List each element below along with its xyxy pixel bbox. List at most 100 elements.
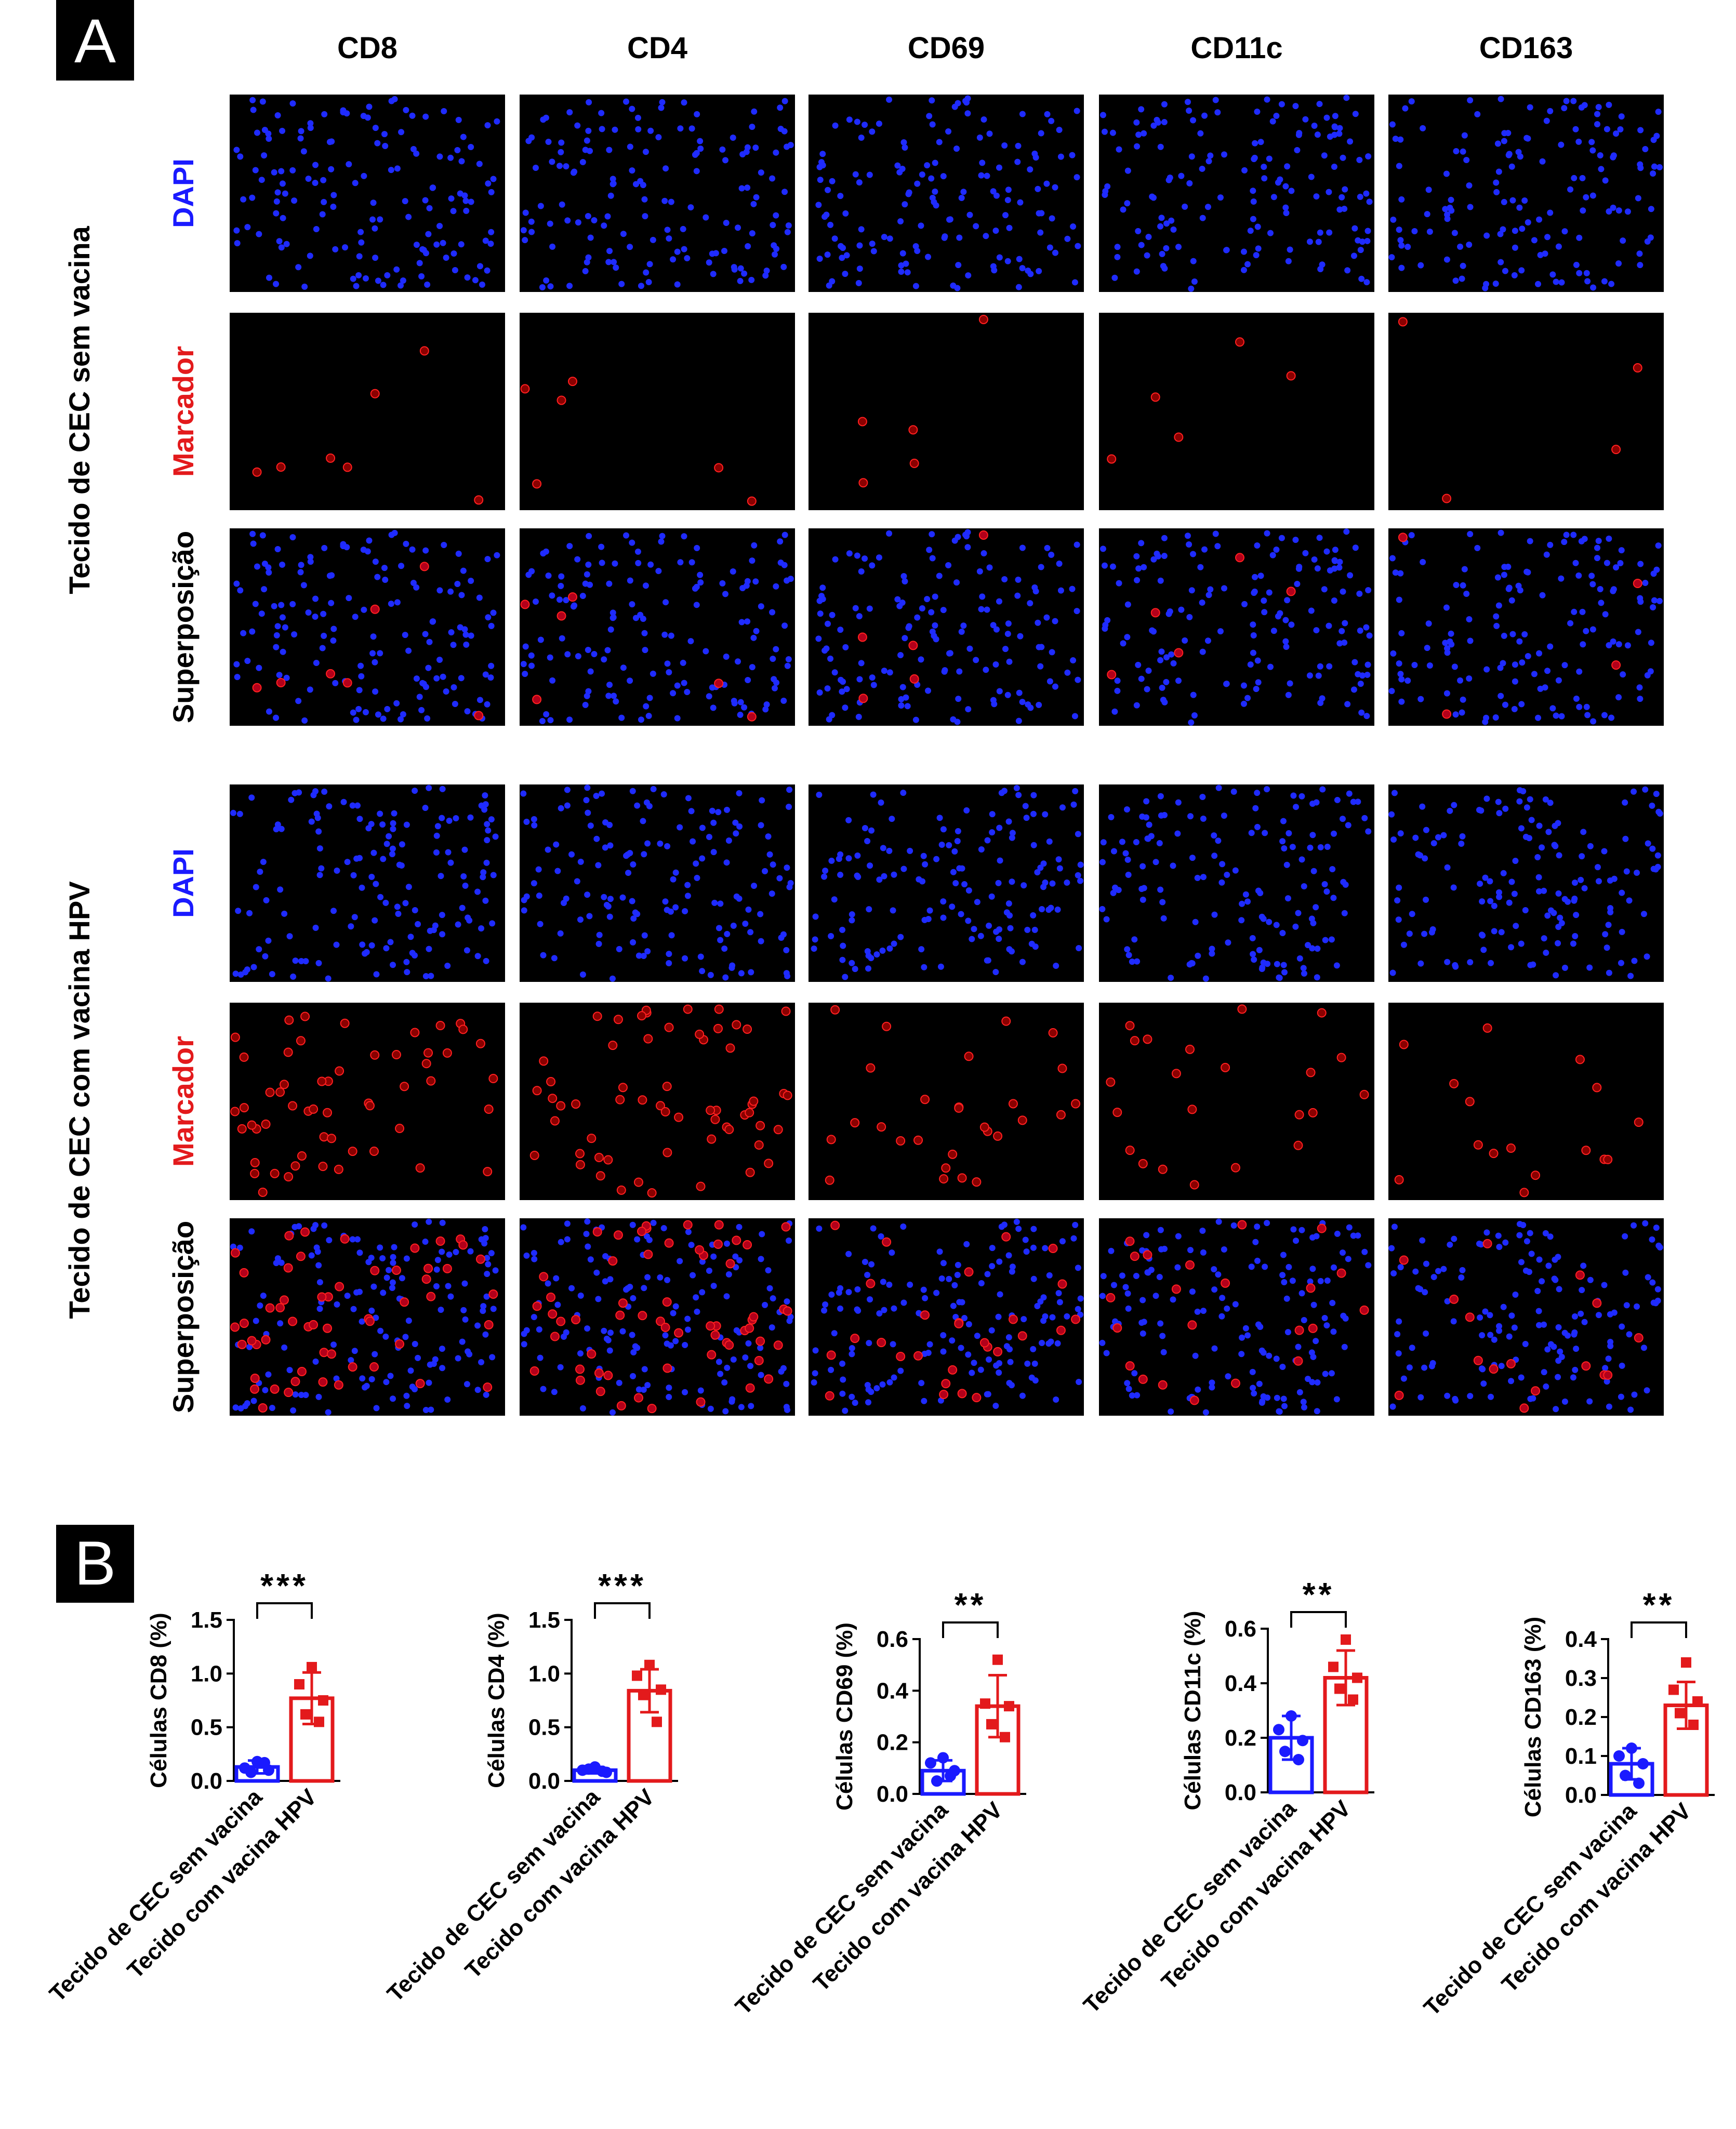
micrograph-com-vacina-merge-cd8 <box>230 1218 505 1416</box>
row-label-marker: Marcador <box>167 1036 200 1167</box>
row-label-dapi: DAPI <box>167 158 200 228</box>
micrograph-com-vacina-marker-cd163 <box>1388 1003 1664 1200</box>
micrograph-grid <box>230 95 1664 1416</box>
data-point-com-vacina-hpv <box>656 1684 666 1695</box>
y-tick-label: 0.0 <box>191 1768 222 1794</box>
data-point-com-vacina-hpv <box>1688 1720 1699 1730</box>
micrograph-com-vacina-marker-cd4 <box>520 1003 795 1200</box>
data-point-sem-vacina <box>1626 1742 1637 1754</box>
data-point-com-vacina-hpv <box>1004 1701 1014 1712</box>
y-tick-label: 0.0 <box>877 1781 908 1807</box>
x-category-label: Tecido de CEC sem vacina <box>1079 1795 1302 2018</box>
micrograph-com-vacina-merge-cd11c <box>1099 1218 1374 1416</box>
y-tick-label: 0.5 <box>191 1715 222 1740</box>
y-tick-label: 0.6 <box>877 1627 908 1652</box>
column-header-cd4: CD4 <box>627 31 687 65</box>
data-point-com-vacina-hpv <box>986 1719 997 1729</box>
significance-stars: ** <box>1303 1576 1335 1613</box>
x-category-label: Tecido de CEC sem vacina <box>1419 1798 1642 2021</box>
bar-charts: 0.0 0.5 1.0 1.5 Células CD8 (%) *** Tecido de … <box>45 1567 1715 2021</box>
chart-c-lulas-cd11c-: 0.0 0.2 0.4 0.6 Células CD11c (%) ** Tecido de… <box>1079 1576 1374 2018</box>
significance-bracket <box>256 1602 313 1619</box>
data-point-com-vacina-hpv <box>638 1689 648 1700</box>
data-point-sem-vacina <box>245 1766 257 1778</box>
y-tick-label: 0.0 <box>1225 1780 1256 1805</box>
y-tick-label: 0.4 <box>877 1678 909 1704</box>
data-point-sem-vacina <box>259 1757 270 1768</box>
data-point-com-vacina-hpv <box>980 1698 990 1709</box>
y-axis-label: Células CD8 (%) <box>146 1613 171 1788</box>
row-label-dapi: DAPI <box>167 848 200 918</box>
column-header-cd11c: CD11c <box>1190 31 1282 65</box>
y-tick-label: 0.2 <box>1565 1705 1597 1730</box>
data-point-sem-vacina <box>945 1770 956 1782</box>
data-point-com-vacina-hpv <box>294 1679 304 1689</box>
row-labels: DAPI Marcador Superposição DAPI Marcador Supe… <box>167 158 200 1413</box>
y-axis-label: Células CD11c (%) <box>1180 1611 1205 1811</box>
micrograph-sem-vacina-marker-cd11c <box>1099 313 1374 510</box>
micrograph-com-vacina-dapi-cd163 <box>1388 784 1664 982</box>
x-category-label: Tecido de CEC sem vacina <box>382 1784 605 2007</box>
chart-c-lulas-cd8-: 0.0 0.5 1.0 1.5 Células CD8 (%) *** Tecido de … <box>45 1567 340 2007</box>
data-point-sem-vacina <box>1620 1769 1631 1781</box>
chart-c-lulas-cd4-: 0.0 0.5 1.0 1.5 Células CD4 (%) *** Tecido de … <box>382 1567 678 2007</box>
y-tick-label: 0.4 <box>1225 1671 1257 1696</box>
panel-b-charts: B 0.0 0.5 1.0 1.5 Células CD8 (%) *** Tecido d… <box>45 1525 1715 2021</box>
y-tick-label: 0.5 <box>528 1715 560 1740</box>
micrograph-com-vacina-dapi-cd4 <box>520 784 795 982</box>
column-header-cd8: CD8 <box>337 31 397 65</box>
column-header-cd163: CD163 <box>1479 31 1573 65</box>
micrograph-sem-vacina-dapi-cd11c <box>1099 95 1374 292</box>
data-point-com-vacina-hpv <box>1675 1708 1685 1719</box>
y-tick-label: 1.0 <box>528 1661 560 1686</box>
micrograph-sem-vacina-dapi-cd163 <box>1388 95 1664 292</box>
data-point-com-vacina-hpv <box>1348 1694 1358 1705</box>
group-label-sem-vacina: Tecido de CEC sem vacina <box>63 225 96 594</box>
micrograph-com-vacina-marker-cd69 <box>809 1003 1084 1200</box>
data-point-com-vacina-hpv <box>307 1661 317 1672</box>
data-point-com-vacina-hpv <box>318 1695 328 1706</box>
micrograph-com-vacina-marker-cd8 <box>230 1003 505 1200</box>
micrograph-com-vacina-marker-cd11c <box>1099 1003 1374 1200</box>
micrograph-com-vacina-dapi-cd8 <box>230 784 505 982</box>
y-tick-label: 0.0 <box>528 1768 560 1794</box>
data-point-sem-vacina <box>583 1763 594 1775</box>
micrograph-com-vacina-merge-cd4 <box>520 1218 795 1416</box>
data-point-com-vacina-hpv <box>1334 1683 1345 1694</box>
micrograph-com-vacina-merge-cd163 <box>1388 1218 1664 1416</box>
data-point-sem-vacina <box>1273 1724 1284 1736</box>
group-label-com-vacina-hpv: Tecido de CEC com vacina HPV <box>63 881 96 1319</box>
data-point-sem-vacina <box>1286 1710 1297 1722</box>
panel-b-label-box: B <box>56 1525 134 1603</box>
y-tick-label: 1.0 <box>191 1661 222 1686</box>
x-category-label: Tecido de CEC sem vacina <box>731 1797 953 2020</box>
data-point-sem-vacina <box>1637 1758 1649 1769</box>
data-point-com-vacina-hpv <box>652 1716 662 1727</box>
significance-stars: *** <box>598 1567 646 1604</box>
row-label-marker: Marcador <box>167 346 200 477</box>
data-point-com-vacina-hpv <box>1681 1657 1691 1668</box>
significance-bracket <box>1631 1621 1687 1638</box>
y-axis-label: Células CD69 (%) <box>832 1622 857 1811</box>
y-axis-label: Células CD4 (%) <box>484 1613 509 1788</box>
data-point-sem-vacina <box>1297 1735 1308 1747</box>
data-point-sem-vacina <box>1633 1777 1645 1789</box>
data-point-com-vacina-hpv <box>1328 1661 1339 1672</box>
y-tick-label: 0.4 <box>1565 1627 1597 1652</box>
data-point-sem-vacina <box>597 1765 608 1777</box>
data-point-sem-vacina <box>931 1775 943 1787</box>
data-point-sem-vacina <box>1293 1754 1304 1765</box>
data-point-com-vacina-hpv <box>1352 1672 1362 1683</box>
significance-stars: *** <box>260 1567 309 1604</box>
micrograph-sem-vacina-merge-cd4 <box>520 528 795 726</box>
data-point-com-vacina-hpv <box>644 1659 655 1670</box>
data-point-com-vacina-hpv <box>992 1654 1003 1665</box>
data-point-com-vacina-hpv <box>314 1716 324 1727</box>
y-tick-label: 0.3 <box>1565 1666 1597 1691</box>
panel-a-label-box: A <box>56 0 134 81</box>
micrograph-sem-vacina-dapi-cd4 <box>520 95 795 292</box>
panel-a-micrographs: A CD8 CD4 CD69 CD11c CD163 Tecido de CEC sem… <box>56 0 1664 1416</box>
column-header-cd69: CD69 <box>908 31 985 65</box>
micrograph-sem-vacina-merge-cd8 <box>230 528 505 726</box>
y-tick-label: 0.2 <box>1225 1725 1256 1751</box>
